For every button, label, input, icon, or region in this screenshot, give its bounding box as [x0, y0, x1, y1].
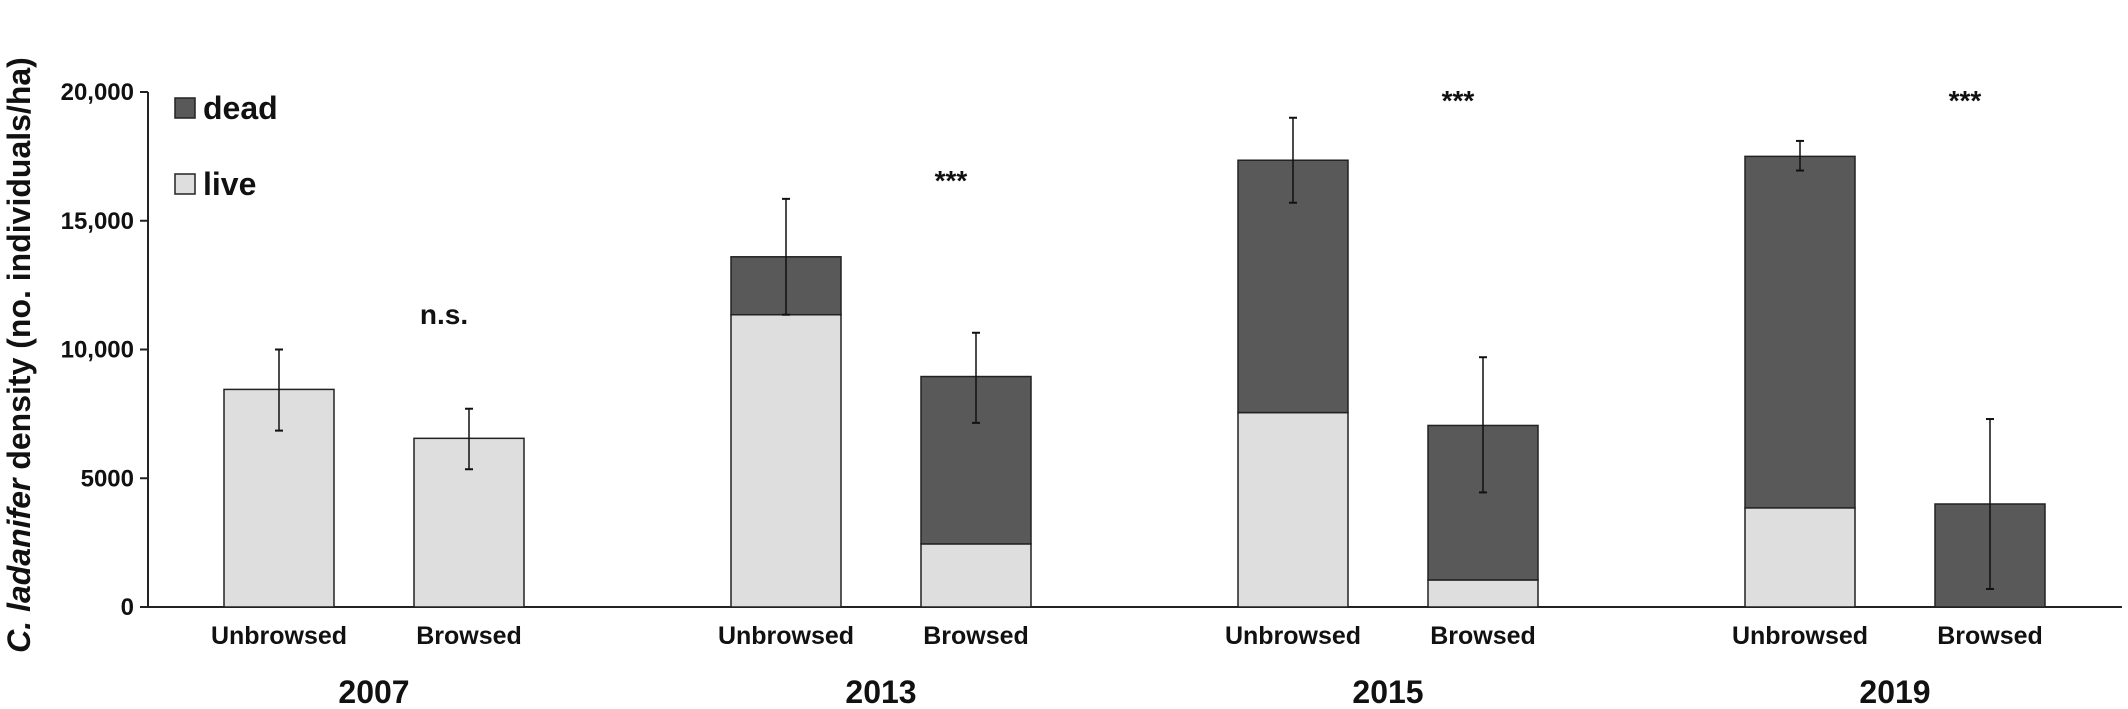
category-label: Browsed [923, 622, 1029, 650]
bar-dead [1744, 155, 1856, 509]
legend-label-live: live [203, 166, 256, 202]
bar-live [1427, 579, 1539, 608]
bars [223, 155, 2046, 608]
year-label: 2015 [1352, 674, 1423, 709]
y-tick-label: 15,000 [61, 208, 134, 235]
legend-label-dead: dead [203, 90, 278, 126]
bar-live [730, 313, 842, 608]
category-label: Browsed [416, 622, 522, 650]
y-tick-label: 10,000 [61, 337, 134, 364]
significance-label: *** [1442, 85, 1475, 116]
y-tick-label: 20,000 [61, 79, 134, 106]
significance-label: n.s. [420, 299, 468, 330]
legend-swatch-live [174, 173, 196, 195]
category-label: Unbrowsed [1732, 622, 1868, 650]
category-label: Unbrowsed [1225, 622, 1361, 650]
bar-live [1237, 411, 1349, 608]
category-label: Browsed [1430, 622, 1536, 650]
year-label: 2007 [338, 674, 409, 709]
y-axis-title-species: C. ladanifer [1, 477, 37, 653]
y-tick-label: 0 [121, 594, 134, 621]
significance-label: *** [1949, 85, 1982, 116]
y-axis-title-rest: density (no. individuals/ha) [1, 57, 37, 478]
bar-live [920, 543, 1032, 608]
category-label: Unbrowsed [718, 622, 854, 650]
category-label: Unbrowsed [211, 622, 347, 650]
legend-swatch-dead [174, 97, 196, 119]
error-bars [275, 116, 1994, 590]
year-label: 2013 [845, 674, 916, 709]
category-label: Browsed [1937, 622, 2043, 650]
bar-live [1744, 507, 1856, 608]
significance-label: *** [935, 165, 968, 196]
y-tick-label: 5000 [81, 465, 134, 492]
y-axis-title: C. ladanifer density (no. individuals/ha… [1, 57, 37, 653]
year-label: 2019 [1859, 674, 1930, 709]
legend: dead live [174, 90, 278, 202]
